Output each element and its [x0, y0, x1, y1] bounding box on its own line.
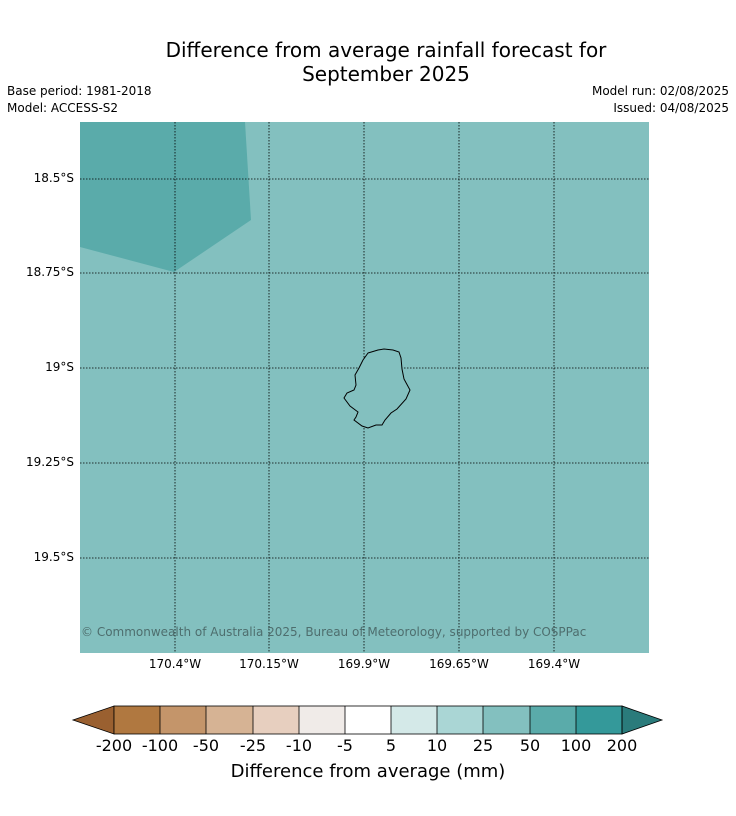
base-period: Base period: 1981-2018 [7, 84, 152, 98]
gridlines [80, 122, 649, 653]
colorbar-label: Difference from average (mm) [230, 761, 506, 782]
colorbar-segment [437, 706, 483, 734]
colorbar-segment [345, 706, 391, 734]
colorbar-tick: 5 [385, 736, 397, 755]
colorbar-segment [391, 706, 437, 734]
colorbar-segment [160, 706, 206, 734]
lat-label-19: 19°S [45, 360, 74, 374]
copyright-notice: © Commonwealth of Australia 2025, Bureau… [81, 625, 587, 639]
niue-island-outline [343, 348, 411, 429]
colorbar-tick: -100 [141, 736, 179, 755]
colorbar-tick: 100 [560, 736, 592, 755]
higher-rainfall-area [80, 122, 251, 272]
colorbar-segment [114, 706, 160, 734]
colorbar-tick: 10 [426, 736, 448, 755]
lon-label-170-4: 170.4°W [148, 657, 202, 671]
lon-label-169-4: 169.4°W [527, 657, 581, 671]
title-line-1: Difference from average rainfall forecas… [165, 38, 607, 62]
map-panel [80, 122, 649, 653]
colorbar-extend-low [71, 705, 115, 735]
colorbar-tick: -50 [192, 736, 220, 755]
colorbar-segment [206, 706, 253, 734]
colorbar-segment [576, 706, 622, 734]
lat-label-19-25: 19.25°S [26, 455, 74, 469]
lon-label-170-15: 170.15°W [239, 657, 299, 671]
colorbar-dividers [159, 706, 577, 734]
colorbar-segment [530, 706, 576, 734]
colorbar-tick: 25 [472, 736, 494, 755]
colorbar-segment [299, 706, 345, 734]
colorbar-outline [113, 705, 623, 735]
chart-title: Difference from average rainfall forecas… [0, 38, 736, 86]
colorbar [71, 705, 664, 735]
colorbar-tick: 200 [606, 736, 638, 755]
lat-label-18-5: 18.5°S [33, 171, 74, 185]
issued-date: Issued: 04/08/2025 [613, 101, 729, 115]
colorbar-tick: -200 [95, 736, 133, 755]
lon-label-169-9: 169.9°W [337, 657, 391, 671]
colorbar-tick: -25 [239, 736, 267, 755]
map-canvas [80, 122, 649, 653]
colorbar-tick: 50 [519, 736, 541, 755]
colorbar-tick: -5 [337, 736, 353, 755]
colorbar-segment [483, 706, 530, 734]
colorbar-segment [253, 706, 299, 734]
model-name: Model: ACCESS-S2 [7, 101, 119, 115]
lon-label-169-65: 169.65°W [429, 657, 489, 671]
lat-label-19-5: 19.5°S [33, 550, 74, 564]
colorbar-extend-high [621, 705, 664, 735]
lat-label-18-75: 18.75°S [26, 265, 74, 279]
meta-right: Model run: 02/08/2025 Issued: 04/08/2025 [592, 83, 729, 117]
meta-left: Base period: 1981-2018 Model: ACCESS-S2 [7, 83, 152, 117]
colorbar-tick: -10 [285, 736, 313, 755]
model-run: Model run: 02/08/2025 [591, 84, 729, 98]
title-line-2: September 2025 [302, 62, 470, 86]
